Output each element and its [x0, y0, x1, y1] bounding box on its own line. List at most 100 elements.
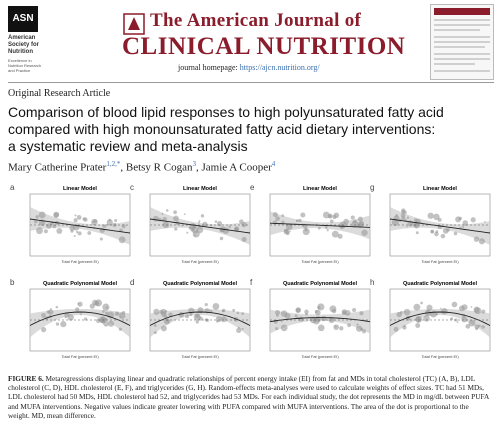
study-dot — [312, 317, 320, 325]
study-dot — [193, 313, 201, 321]
study-dot — [295, 307, 301, 313]
study-dot — [357, 216, 363, 222]
fit-line — [29, 218, 131, 234]
study-dot — [451, 301, 458, 308]
logo: ASN — [8, 6, 38, 32]
panel-letter: f — [250, 278, 253, 287]
author: Mary Catherine Prater — [8, 161, 107, 174]
study-dot — [118, 327, 123, 331]
study-dot — [450, 317, 454, 321]
study-dot — [280, 324, 288, 332]
study-dot — [351, 220, 359, 228]
study-dot — [212, 303, 220, 310]
study-dot — [214, 220, 218, 223]
study-dot — [73, 218, 78, 223]
study-dot — [326, 229, 329, 232]
study-dot — [106, 219, 113, 226]
study-dot — [333, 212, 340, 219]
homepage-label: journal homepage: — [178, 63, 238, 72]
study-dot — [322, 211, 330, 219]
article-type: Original Research Article — [8, 88, 111, 99]
study-dot — [228, 225, 232, 229]
panel-model: Quadratic Polynomial Model — [283, 281, 357, 287]
study-dot — [456, 321, 459, 324]
study-dot — [55, 322, 60, 326]
study-dot — [289, 230, 291, 233]
study-dot — [89, 303, 95, 309]
study-dot — [295, 219, 299, 222]
tagline-line: Nutrition Research — [8, 63, 42, 68]
study-dot — [216, 221, 223, 227]
study-dot — [465, 323, 471, 329]
fit-line — [389, 311, 491, 326]
study-dot — [478, 238, 485, 245]
study-dot — [281, 220, 285, 224]
confidence-band — [30, 309, 130, 338]
x-axis-label: Total Fat (percent EI) — [421, 354, 459, 359]
study-dot — [38, 211, 46, 219]
study-dot — [49, 308, 52, 311]
study-dot — [153, 308, 160, 315]
study-dot — [275, 327, 279, 331]
study-dot — [185, 314, 190, 319]
author: Jamie A Cooper — [201, 161, 272, 174]
study-dot — [339, 326, 344, 331]
study-dot — [107, 320, 115, 327]
study-dot — [435, 312, 439, 316]
study-dot — [173, 210, 177, 215]
study-dot — [104, 317, 108, 321]
study-dot — [324, 226, 328, 229]
x-axis-label: Total Fat (percent EI) — [61, 259, 99, 264]
panel-letter: d — [130, 278, 134, 287]
study-dot — [164, 310, 168, 313]
study-dot — [462, 220, 468, 226]
study-dot — [461, 304, 468, 311]
study-dot — [441, 308, 448, 315]
study-dot — [437, 217, 442, 222]
fit-line — [389, 218, 491, 234]
study-dot — [321, 315, 327, 322]
study-dot — [415, 231, 419, 235]
study-dot — [402, 325, 407, 330]
study-dot — [41, 312, 46, 318]
study-dot — [317, 324, 325, 332]
title-line: a systematic review and meta-analysis — [8, 138, 248, 154]
study-dot — [82, 217, 86, 221]
study-dot — [94, 299, 103, 307]
study-dot — [359, 220, 365, 226]
study-dot — [356, 323, 359, 326]
study-dot — [305, 312, 308, 316]
study-dot — [453, 231, 458, 236]
study-dot — [347, 323, 351, 328]
caption: FIGURE 6. Metaregressions displaying lin… — [8, 374, 492, 420]
homepage: journal homepage: https://ajcn.nutrition… — [178, 63, 320, 72]
x-axis-label: Total Fat (percent EI) — [301, 259, 339, 264]
study-dot — [333, 324, 340, 330]
panel-letter: h — [370, 278, 374, 287]
figure: a Linear Model Total Fat (percent EI) c Line… — [10, 183, 491, 359]
study-dot — [337, 233, 343, 239]
title-line: compared with high monounsaturated fatty… — [8, 121, 436, 137]
study-dot — [219, 236, 224, 241]
study-dot — [67, 314, 74, 321]
study-dot — [413, 218, 418, 222]
study-dot — [105, 306, 109, 309]
panel-model: Linear Model — [423, 186, 457, 192]
panel-letter: c — [130, 183, 134, 192]
study-dot — [470, 306, 473, 308]
study-dot — [401, 216, 406, 221]
study-dot — [477, 324, 481, 328]
panel-model: Quadratic Polynomial Model — [163, 281, 237, 287]
study-dot — [118, 236, 126, 244]
study-dot — [427, 212, 434, 219]
study-dot — [102, 310, 105, 313]
study-dot — [241, 312, 245, 315]
caption-label: FIGURE 6. — [8, 374, 44, 383]
study-dot — [415, 315, 422, 323]
study-dot — [341, 309, 347, 315]
study-dot — [426, 304, 433, 311]
study-dot — [197, 221, 200, 224]
study-dot — [298, 316, 304, 322]
study-dot — [160, 311, 167, 317]
study-dot — [359, 311, 364, 316]
